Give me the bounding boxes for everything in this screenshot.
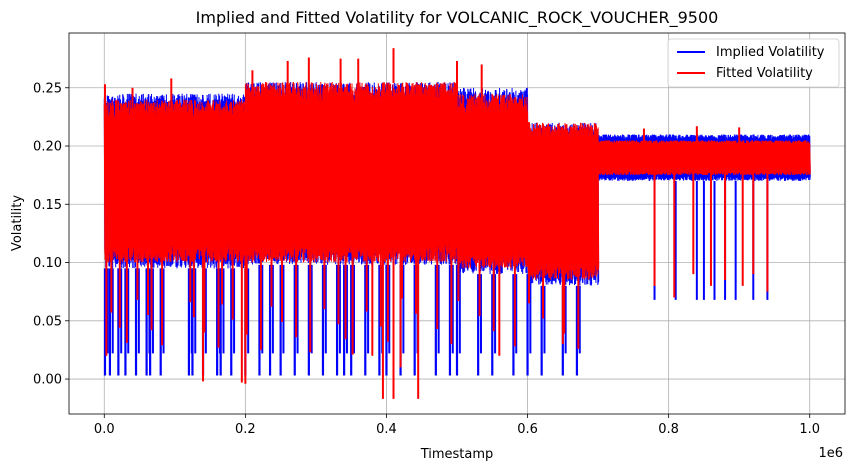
y-tick-label: 0.20 (33, 140, 62, 155)
x-tick-label: 0.0 (94, 422, 115, 437)
y-tick-label: 0.05 (33, 314, 62, 329)
legend: Implied Volatility Fitted Volatility (667, 38, 840, 88)
y-tick-label: 0.15 (33, 198, 62, 213)
y-tick-label: 0.00 (33, 373, 62, 388)
x-tick-label: 0.4 (376, 422, 397, 437)
x-axis-label: Timestamp (420, 447, 494, 462)
y-tick-label: 0.25 (33, 81, 62, 96)
legend-label-implied: Implied Volatility (716, 45, 825, 60)
x-tick-label: 1.0 (799, 422, 820, 437)
y-tick-label: 0.10 (33, 256, 62, 271)
tick-layer: 0.0 0.2 0.4 0.6 0.8 1.0 0.00 0.05 0.10 0.15 0.20 0.… (33, 81, 820, 437)
x-tick-label: 0.2 (235, 422, 256, 437)
y-axis-label: Volatility (10, 195, 25, 251)
plot-frame (68, 32, 846, 415)
legend-box (667, 38, 840, 88)
x-offset-label: 1e6 (818, 446, 843, 461)
series-layer (103, 48, 811, 399)
chart-title: Implied and Fitted Volatility for VOLCAN… (196, 8, 719, 28)
legend-label-fitted: Fitted Volatility (716, 66, 813, 81)
x-tick-label: 0.6 (517, 422, 538, 437)
x-tick-label: 0.8 (658, 422, 679, 437)
